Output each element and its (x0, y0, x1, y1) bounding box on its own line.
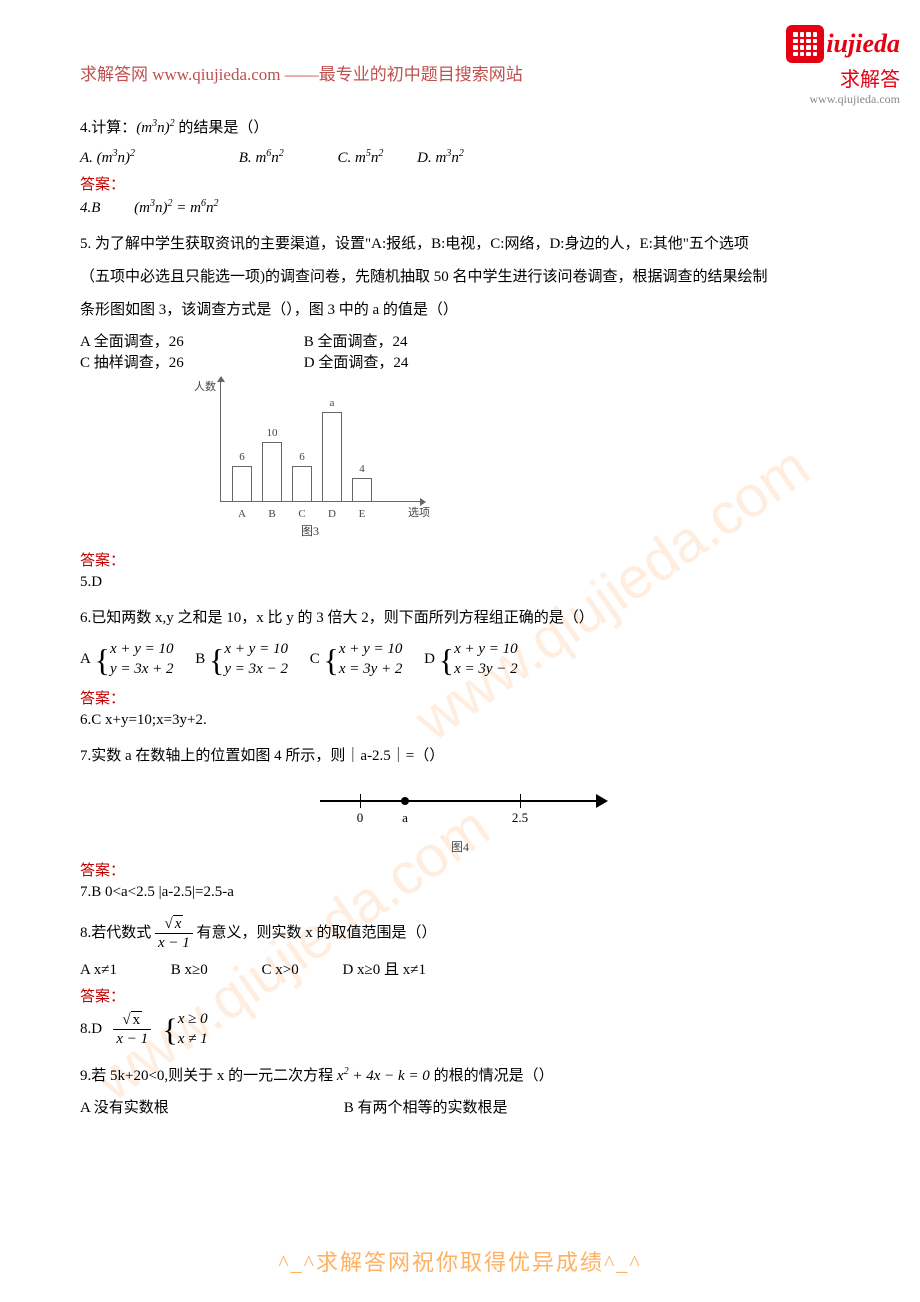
q7-text: 7.实数 a 在数轴上的位置如图 4 所示，则｜a-2.5｜=（） (80, 743, 840, 770)
q7-answer: 7.B 0<a<2.5 |a-2.5|=2.5-a (80, 884, 840, 901)
q5-l2: （五项中必选且只能选一项)的调查问卷，先随机抽取 50 名中学生进行该问卷调查，… (80, 264, 840, 291)
page-footer: ^_^求解答网祝你取得优异成绩^_^ (0, 1245, 920, 1277)
q5-chart: 人数 6 10 6 a 4 A B C D E 选项 图3 (200, 382, 440, 539)
q6-answer: 6.C x+y=10;x=3y+2. (80, 712, 840, 729)
q6-options: A {x + y = 10y = 3x + 2 B {x + y = 10y =… (80, 640, 840, 679)
q6-text: 6.已知两数 x,y 之和是 10，x 比 y 的 3 倍大 2，则下面所列方程… (80, 605, 840, 632)
q6-answer-label: 答案： (80, 687, 840, 708)
q7-numberline: 0 a 2.5 (320, 780, 600, 830)
q5-l3: 条形图如图 3，该调查方式是（），图 3 中的 a 的值是（） (80, 297, 840, 324)
q9-options: A 没有实数根 B 有两个相等的实数根是 (80, 1096, 840, 1117)
q4-options: A. (m3n)2 B. m6n2 C. m5n2 D. m3n2 (80, 148, 840, 167)
q8-answer-label: 答案： (80, 985, 840, 1006)
q4-answer-label: 答案： (80, 173, 840, 194)
q8-answer: 8.D √xx − 1 {x ≥ 0x ≠ 1 (80, 1010, 840, 1049)
q8-options: A x≠1 B x≥0 C x>0 D x≥0 且 x≠1 (80, 958, 840, 979)
q4-text: 4.计算：(m3n)2 的结果是（） (80, 115, 840, 142)
q7-answer-label: 答案： (80, 859, 840, 880)
q5-l1: 5. 为了解中学生获取资讯的主要渠道，设置"A:报纸，B:电视，C:网络，D:身… (80, 231, 840, 258)
page-header: 求解答网 www.qiujieda.com ——最专业的初中题目搜索网站 (80, 60, 840, 85)
q9-text: 9.若 5k+20<0,则关于 x 的一元二次方程 x2 + 4x − k = … (80, 1063, 840, 1090)
q4-answer: 4.B (m3n)2 = m6n2 (80, 198, 840, 217)
q5-options: A 全面调查，26 B 全面调查，24 C 抽样调查，26 D 全面调查，24 (80, 330, 840, 372)
q5-answer-label: 答案： (80, 549, 840, 570)
q8-text: 8.若代数式 √xx − 1 有意义，则实数 x 的取值范围是（） (80, 915, 840, 952)
q5-answer: 5.D (80, 574, 840, 591)
